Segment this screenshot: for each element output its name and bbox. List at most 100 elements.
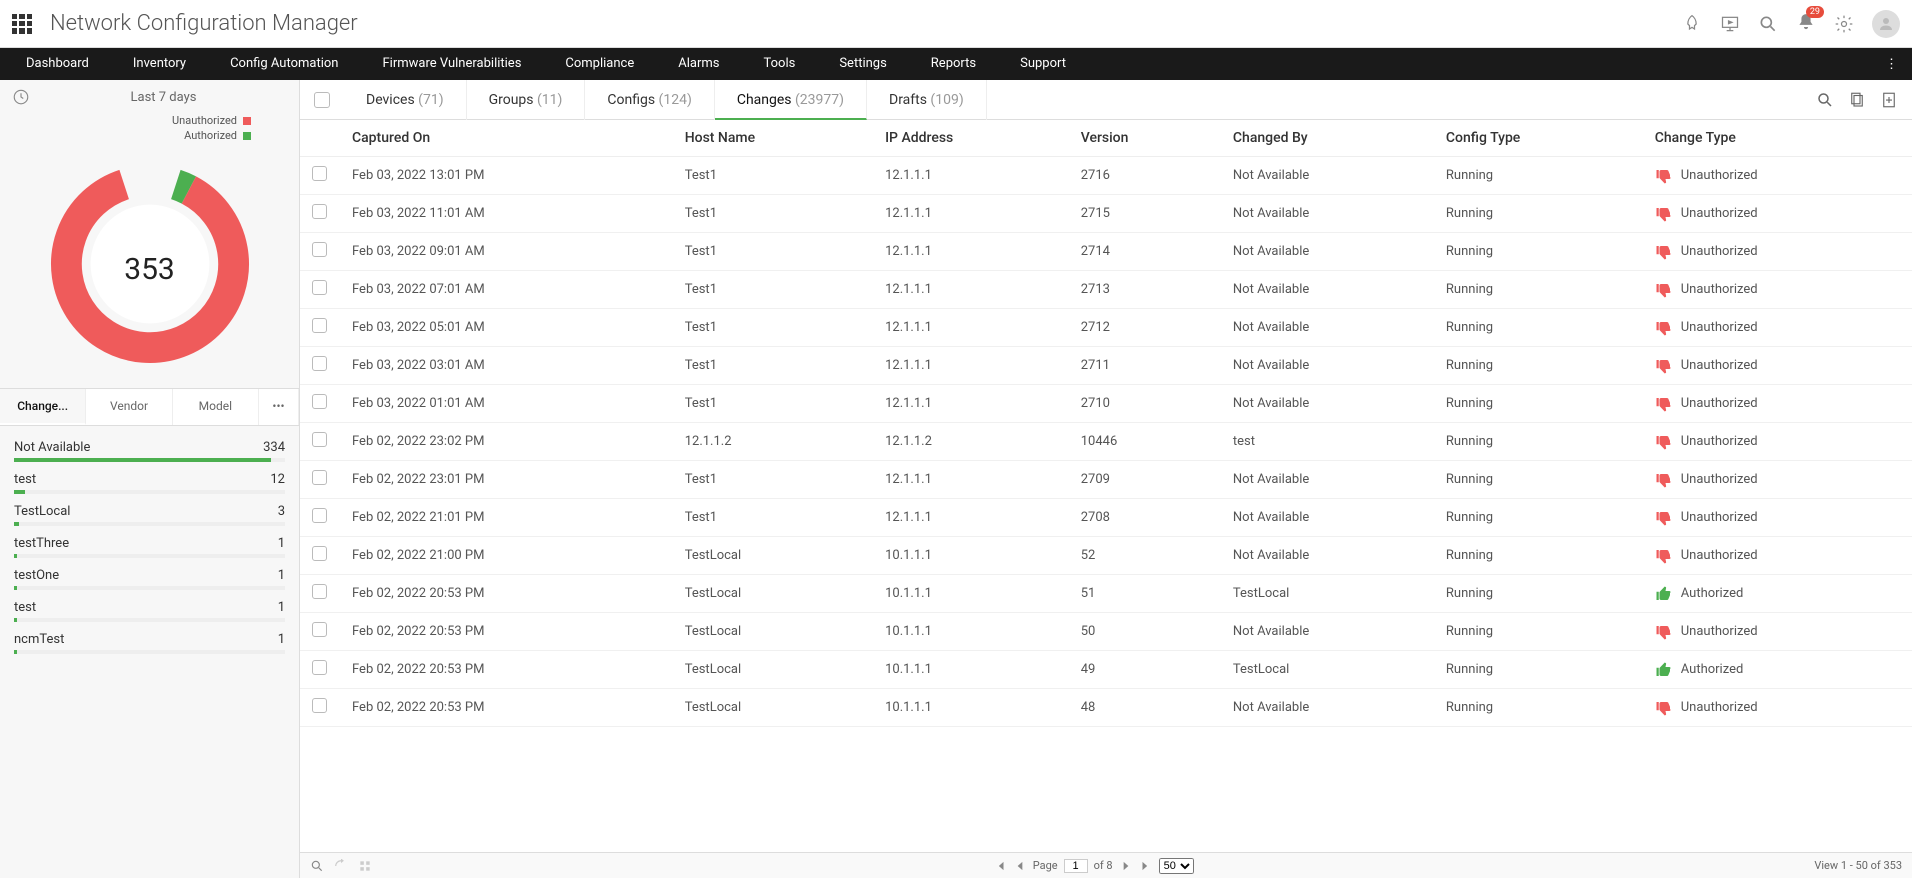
apps-grid-icon[interactable] [12,14,32,34]
row-checkbox[interactable] [312,432,327,447]
nav-item-inventory[interactable]: Inventory [111,48,208,80]
add-icon[interactable] [1880,91,1898,109]
donut-total: 353 [124,252,175,287]
footer-refresh-icon[interactable] [334,859,348,873]
sidebar-tab-vendor[interactable]: Vendor [86,389,172,425]
table-row[interactable]: Feb 03, 2022 11:01 AM Test1 12.1.1.1 271… [300,195,1912,233]
list-item-label: Not Available [14,440,90,455]
sidebar-list-item[interactable]: testOne1 [14,568,285,590]
row-checkbox[interactable] [312,318,327,333]
cell-ip: 12.1.1.1 [873,385,1069,423]
nav-item-support[interactable]: Support [998,48,1088,80]
pager-prev-icon[interactable] [1013,859,1027,873]
content-tab-drafts[interactable]: Drafts (109) [867,80,987,120]
pager-last-icon[interactable] [1139,859,1153,873]
content-tab-changes[interactable]: Changes (23977) [715,80,867,120]
user-avatar[interactable] [1872,10,1900,38]
sidebar-list-item[interactable]: ncmTest1 [14,632,285,654]
table-row[interactable]: Feb 03, 2022 09:01 AM Test1 12.1.1.1 271… [300,233,1912,271]
table-row[interactable]: Feb 02, 2022 20:53 PM TestLocal 10.1.1.1… [300,575,1912,613]
row-checkbox[interactable] [312,166,327,181]
page-input[interactable] [1064,859,1088,873]
sidebar-list-item[interactable]: TestLocal3 [14,504,285,526]
app-title: Network Configuration Manager [50,11,358,36]
table-row[interactable]: Feb 02, 2022 23:02 PM 12.1.1.2 12.1.1.2 … [300,423,1912,461]
footer-grid-icon[interactable] [358,859,372,873]
sidebar-tab-more[interactable]: ••• [259,389,299,425]
sidebar-tab-change[interactable]: Change... [0,389,86,425]
content-tab-configs[interactable]: Configs (124) [585,80,714,120]
thumb-down-icon [1655,509,1673,527]
table-row[interactable]: Feb 02, 2022 21:00 PM TestLocal 10.1.1.1… [300,537,1912,575]
content-tab-groups[interactable]: Groups (11) [467,80,586,120]
cell-ip: 12.1.1.2 [873,423,1069,461]
thumb-down-icon [1655,357,1673,375]
cell-configtype: Running [1434,575,1643,613]
sidebar-list-item[interactable]: test1 [14,600,285,622]
table-row[interactable]: Feb 02, 2022 23:01 PM Test1 12.1.1.1 270… [300,461,1912,499]
nav-item-tools[interactable]: Tools [742,48,818,80]
table-row[interactable]: Feb 02, 2022 21:01 PM Test1 12.1.1.1 270… [300,499,1912,537]
nav-item-settings[interactable]: Settings [817,48,908,80]
footer-search-icon[interactable] [310,859,324,873]
sidebar-list-item[interactable]: test12 [14,472,285,494]
nav-item-reports[interactable]: Reports [909,48,998,80]
nav-more-icon[interactable]: ⋮ [1875,57,1908,72]
nav-item-config-automation[interactable]: Config Automation [208,48,360,80]
column-header[interactable]: Changed By [1221,120,1434,157]
table-row[interactable]: Feb 02, 2022 20:53 PM TestLocal 10.1.1.1… [300,689,1912,727]
row-checkbox[interactable] [312,698,327,713]
rocket-icon[interactable] [1682,14,1702,34]
row-checkbox[interactable] [312,660,327,675]
nav-item-dashboard[interactable]: Dashboard [4,48,111,80]
export-icon[interactable] [1848,91,1866,109]
select-all-checkbox[interactable] [314,92,330,108]
column-header[interactable]: Change Type [1643,120,1912,157]
table-row[interactable]: Feb 03, 2022 13:01 PM Test1 12.1.1.1 271… [300,157,1912,195]
cell-ip: 12.1.1.1 [873,461,1069,499]
table-row[interactable]: Feb 02, 2022 20:53 PM TestLocal 10.1.1.1… [300,613,1912,651]
column-header[interactable]: Host Name [673,120,873,157]
nav-item-firmware-vulnerabilities[interactable]: Firmware Vulnerabilities [360,48,543,80]
notifications-button[interactable]: 29 [1796,12,1816,36]
pager-first-icon[interactable] [993,859,1007,873]
sidebar-tab-model[interactable]: Model [173,389,259,425]
clock-icon[interactable] [12,88,30,106]
row-checkbox[interactable] [312,356,327,371]
nav-item-compliance[interactable]: Compliance [543,48,656,80]
gear-icon[interactable] [1834,14,1854,34]
row-checkbox[interactable] [312,280,327,295]
table-row[interactable]: Feb 02, 2022 20:53 PM TestLocal 10.1.1.1… [300,651,1912,689]
list-item-value: 12 [270,472,285,487]
row-checkbox[interactable] [312,242,327,257]
cell-version: 2711 [1069,347,1221,385]
presentation-icon[interactable] [1720,14,1740,34]
cell-changedby: Not Available [1221,233,1434,271]
row-checkbox[interactable] [312,394,327,409]
table-row[interactable]: Feb 03, 2022 07:01 AM Test1 12.1.1.1 271… [300,271,1912,309]
cell-captured: Feb 02, 2022 23:01 PM [340,461,673,499]
row-checkbox[interactable] [312,204,327,219]
search-icon[interactable] [1816,91,1834,109]
cell-version: 52 [1069,537,1221,575]
row-checkbox[interactable] [312,584,327,599]
column-header[interactable]: IP Address [873,120,1069,157]
row-checkbox[interactable] [312,508,327,523]
table-row[interactable]: Feb 03, 2022 01:01 AM Test1 12.1.1.1 271… [300,385,1912,423]
nav-item-alarms[interactable]: Alarms [656,48,741,80]
column-header[interactable]: Captured On [340,120,673,157]
content-tab-devices[interactable]: Devices (71) [344,80,467,120]
search-icon[interactable] [1758,14,1778,34]
column-header[interactable]: Version [1069,120,1221,157]
page-size-select[interactable]: 50 [1159,858,1194,874]
row-checkbox[interactable] [312,470,327,485]
row-checkbox[interactable] [312,622,327,637]
table-row[interactable]: Feb 03, 2022 05:01 AM Test1 12.1.1.1 271… [300,309,1912,347]
table-scroll[interactable]: Captured OnHost NameIP AddressVersionCha… [300,120,1912,852]
sidebar-list-item[interactable]: Not Available334 [14,440,285,462]
column-header[interactable]: Config Type [1434,120,1643,157]
sidebar-list-item[interactable]: testThree1 [14,536,285,558]
table-row[interactable]: Feb 03, 2022 03:01 AM Test1 12.1.1.1 271… [300,347,1912,385]
pager-next-icon[interactable] [1119,859,1133,873]
row-checkbox[interactable] [312,546,327,561]
